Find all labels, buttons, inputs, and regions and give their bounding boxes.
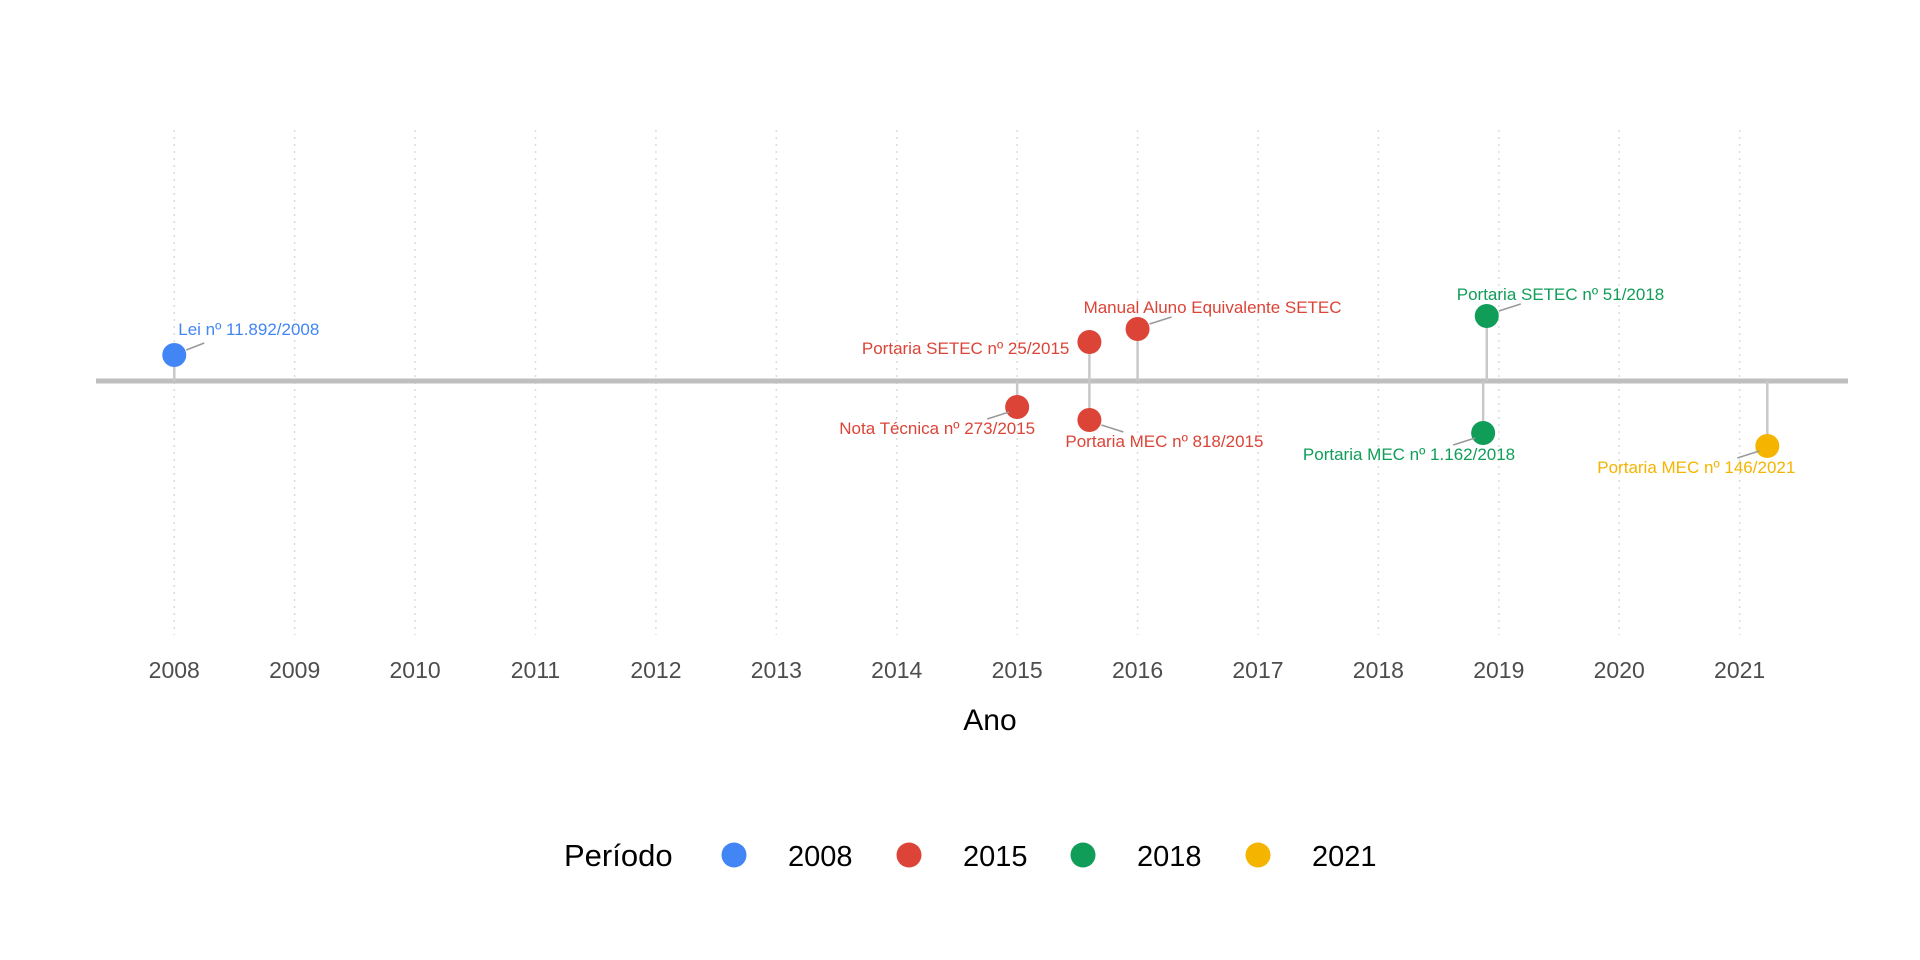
legend-key-2015 [896, 842, 922, 868]
x-tick-label-2009: 2009 [269, 657, 320, 683]
event-leader-3 [1101, 424, 1124, 433]
event-label-4: Manual Aluno Equivalente SETEC [1084, 298, 1342, 317]
legend-key-2021 [1245, 842, 1271, 868]
event-point-1 [1005, 395, 1030, 419]
x-tick-label-2013: 2013 [751, 657, 802, 683]
event-point-6 [1471, 421, 1496, 445]
event-label-1: Nota Técnica nº 273/2015 [839, 419, 1035, 438]
legend-label-2021: 2021 [1312, 841, 1377, 873]
event-point-5 [1474, 304, 1499, 328]
legend: Período 2008 2015 2018 2021 [564, 838, 1377, 873]
legend-label-2008: 2008 [788, 841, 853, 873]
event-leader-5 [1498, 303, 1521, 312]
event-leader-4 [1149, 316, 1172, 325]
x-tick-label-2014: 2014 [871, 657, 922, 683]
legend-label-2015: 2015 [963, 841, 1028, 873]
x-tick-label-2016: 2016 [1112, 657, 1163, 683]
x-tick-label-2018: 2018 [1353, 657, 1404, 683]
event-label-3: Portaria MEC nº 818/2015 [1065, 432, 1263, 451]
event-point-7 [1755, 434, 1780, 458]
legend-label-2018: 2018 [1137, 841, 1202, 873]
x-tick-label-2020: 2020 [1594, 657, 1645, 683]
event-label-2: Portaria SETEC nº 25/2015 [862, 339, 1070, 358]
event-leader-6 [1452, 437, 1476, 446]
x-axis-ticks: 2008 2009 2010 2011 2012 2013 2014 2015 2016 2017… [149, 657, 1766, 683]
x-tick-label-2017: 2017 [1232, 657, 1283, 683]
legend-key-2008 [721, 842, 747, 868]
x-tick-label-2011: 2011 [511, 657, 560, 683]
x-tick-label-2008: 2008 [149, 657, 200, 683]
event-point-4 [1125, 317, 1150, 341]
event-points [162, 304, 1780, 458]
x-tick-label-2021: 2021 [1714, 657, 1765, 683]
legend-title: Período [564, 838, 673, 873]
event-label-5: Portaria SETEC nº 51/2018 [1457, 285, 1665, 304]
x-tick-label-2015: 2015 [992, 657, 1043, 683]
event-leader-0 [185, 342, 205, 351]
legend-key-2018 [1070, 842, 1096, 868]
event-label-7: Portaria MEC nº 146/2021 [1597, 458, 1795, 477]
event-point-0 [162, 343, 187, 367]
event-labels: Lei nº 11.892/2008 Nota Técnica nº 273/20… [178, 285, 1795, 477]
x-tick-label-2012: 2012 [630, 657, 681, 683]
event-leader-1 [986, 411, 1010, 420]
x-tick-label-2019: 2019 [1473, 657, 1524, 683]
event-point-2 [1077, 330, 1102, 354]
x-tick-label-2010: 2010 [390, 657, 441, 683]
event-label-0: Lei nº 11.892/2008 [178, 320, 319, 339]
x-axis-title: Ano [963, 704, 1016, 737]
event-label-6: Portaria MEC nº 1.162/2018 [1303, 445, 1515, 464]
event-leader-7 [1737, 450, 1760, 459]
event-point-3 [1077, 408, 1102, 432]
